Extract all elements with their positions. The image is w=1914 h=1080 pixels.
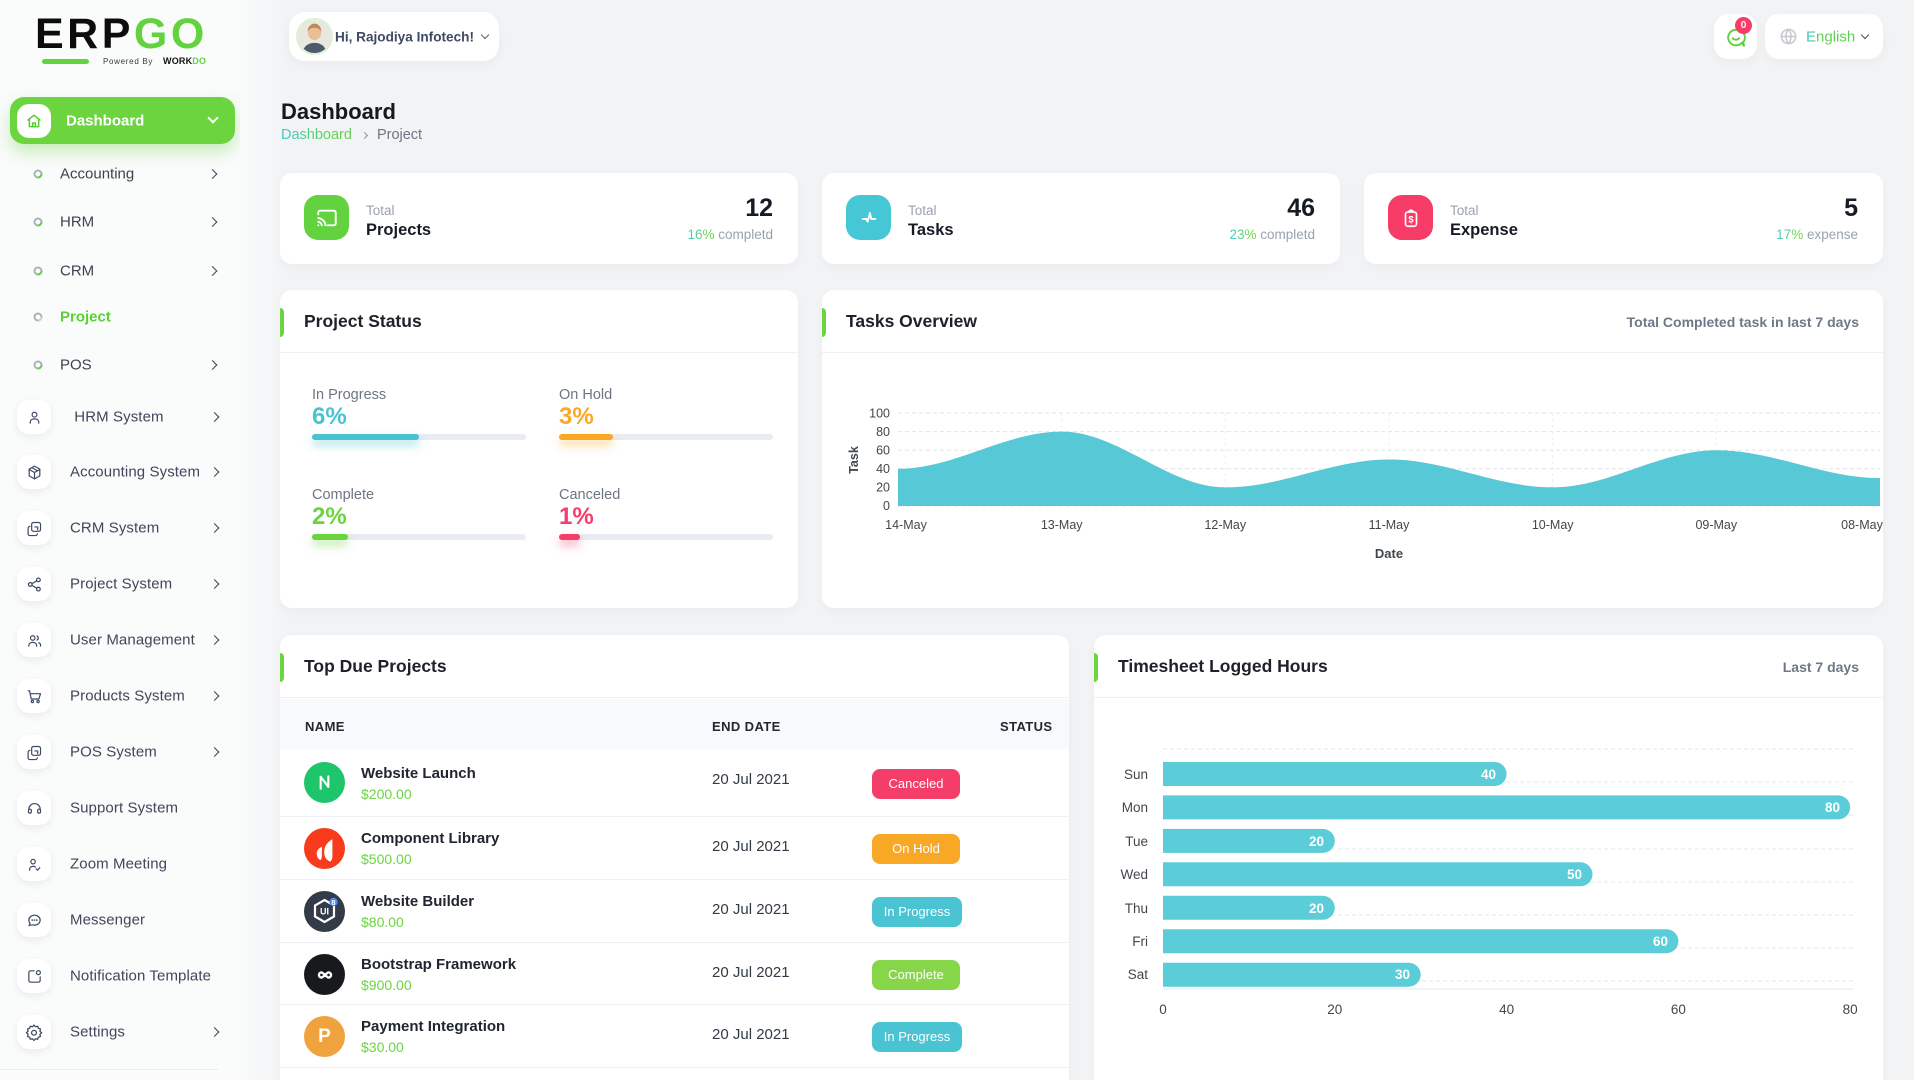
svg-text:Task: Task <box>847 446 861 474</box>
svg-text:0: 0 <box>883 499 890 513</box>
svg-text:Fri: Fri <box>1132 934 1148 949</box>
svg-text:0: 0 <box>1159 1002 1167 1017</box>
svg-text:Wed: Wed <box>1120 867 1148 882</box>
svg-text:20: 20 <box>876 481 890 495</box>
svg-text:$: $ <box>1408 214 1414 225</box>
svg-text:50: 50 <box>1567 867 1582 882</box>
svg-text:20: 20 <box>1309 901 1324 916</box>
svg-text:Sat: Sat <box>1128 967 1149 982</box>
svg-text:60: 60 <box>1671 1002 1686 1017</box>
svg-text:UI: UI <box>320 907 329 917</box>
svg-text:Sun: Sun <box>1124 767 1148 782</box>
svg-text:20: 20 <box>1309 834 1324 849</box>
svg-text:Tue: Tue <box>1125 834 1148 849</box>
svg-text:8: 8 <box>331 898 335 907</box>
svg-text:08-May: 08-May <box>1841 518 1883 532</box>
svg-text:10-May: 10-May <box>1532 518 1574 532</box>
svg-text:60: 60 <box>876 444 890 458</box>
svg-text:Thu: Thu <box>1125 901 1148 916</box>
svg-text:Date: Date <box>1375 546 1403 561</box>
svg-text:40: 40 <box>876 462 890 476</box>
svg-text:Mon: Mon <box>1122 800 1148 815</box>
svg-text:80: 80 <box>876 425 890 439</box>
svg-text:12-May: 12-May <box>1204 518 1246 532</box>
svg-text:11-May: 11-May <box>1369 518 1411 532</box>
svg-text:60: 60 <box>1653 934 1668 949</box>
svg-text:80: 80 <box>1843 1002 1858 1017</box>
svg-text:40: 40 <box>1481 767 1496 782</box>
svg-text:100: 100 <box>869 407 890 421</box>
svg-text:80: 80 <box>1825 800 1840 815</box>
svg-text:20: 20 <box>1327 1002 1342 1017</box>
svg-text:13-May: 13-May <box>1041 518 1083 532</box>
svg-text:30: 30 <box>1395 967 1410 982</box>
svg-text:40: 40 <box>1499 1002 1514 1017</box>
svg-text:09-May: 09-May <box>1695 518 1737 532</box>
svg-text:14-May: 14-May <box>885 518 927 532</box>
